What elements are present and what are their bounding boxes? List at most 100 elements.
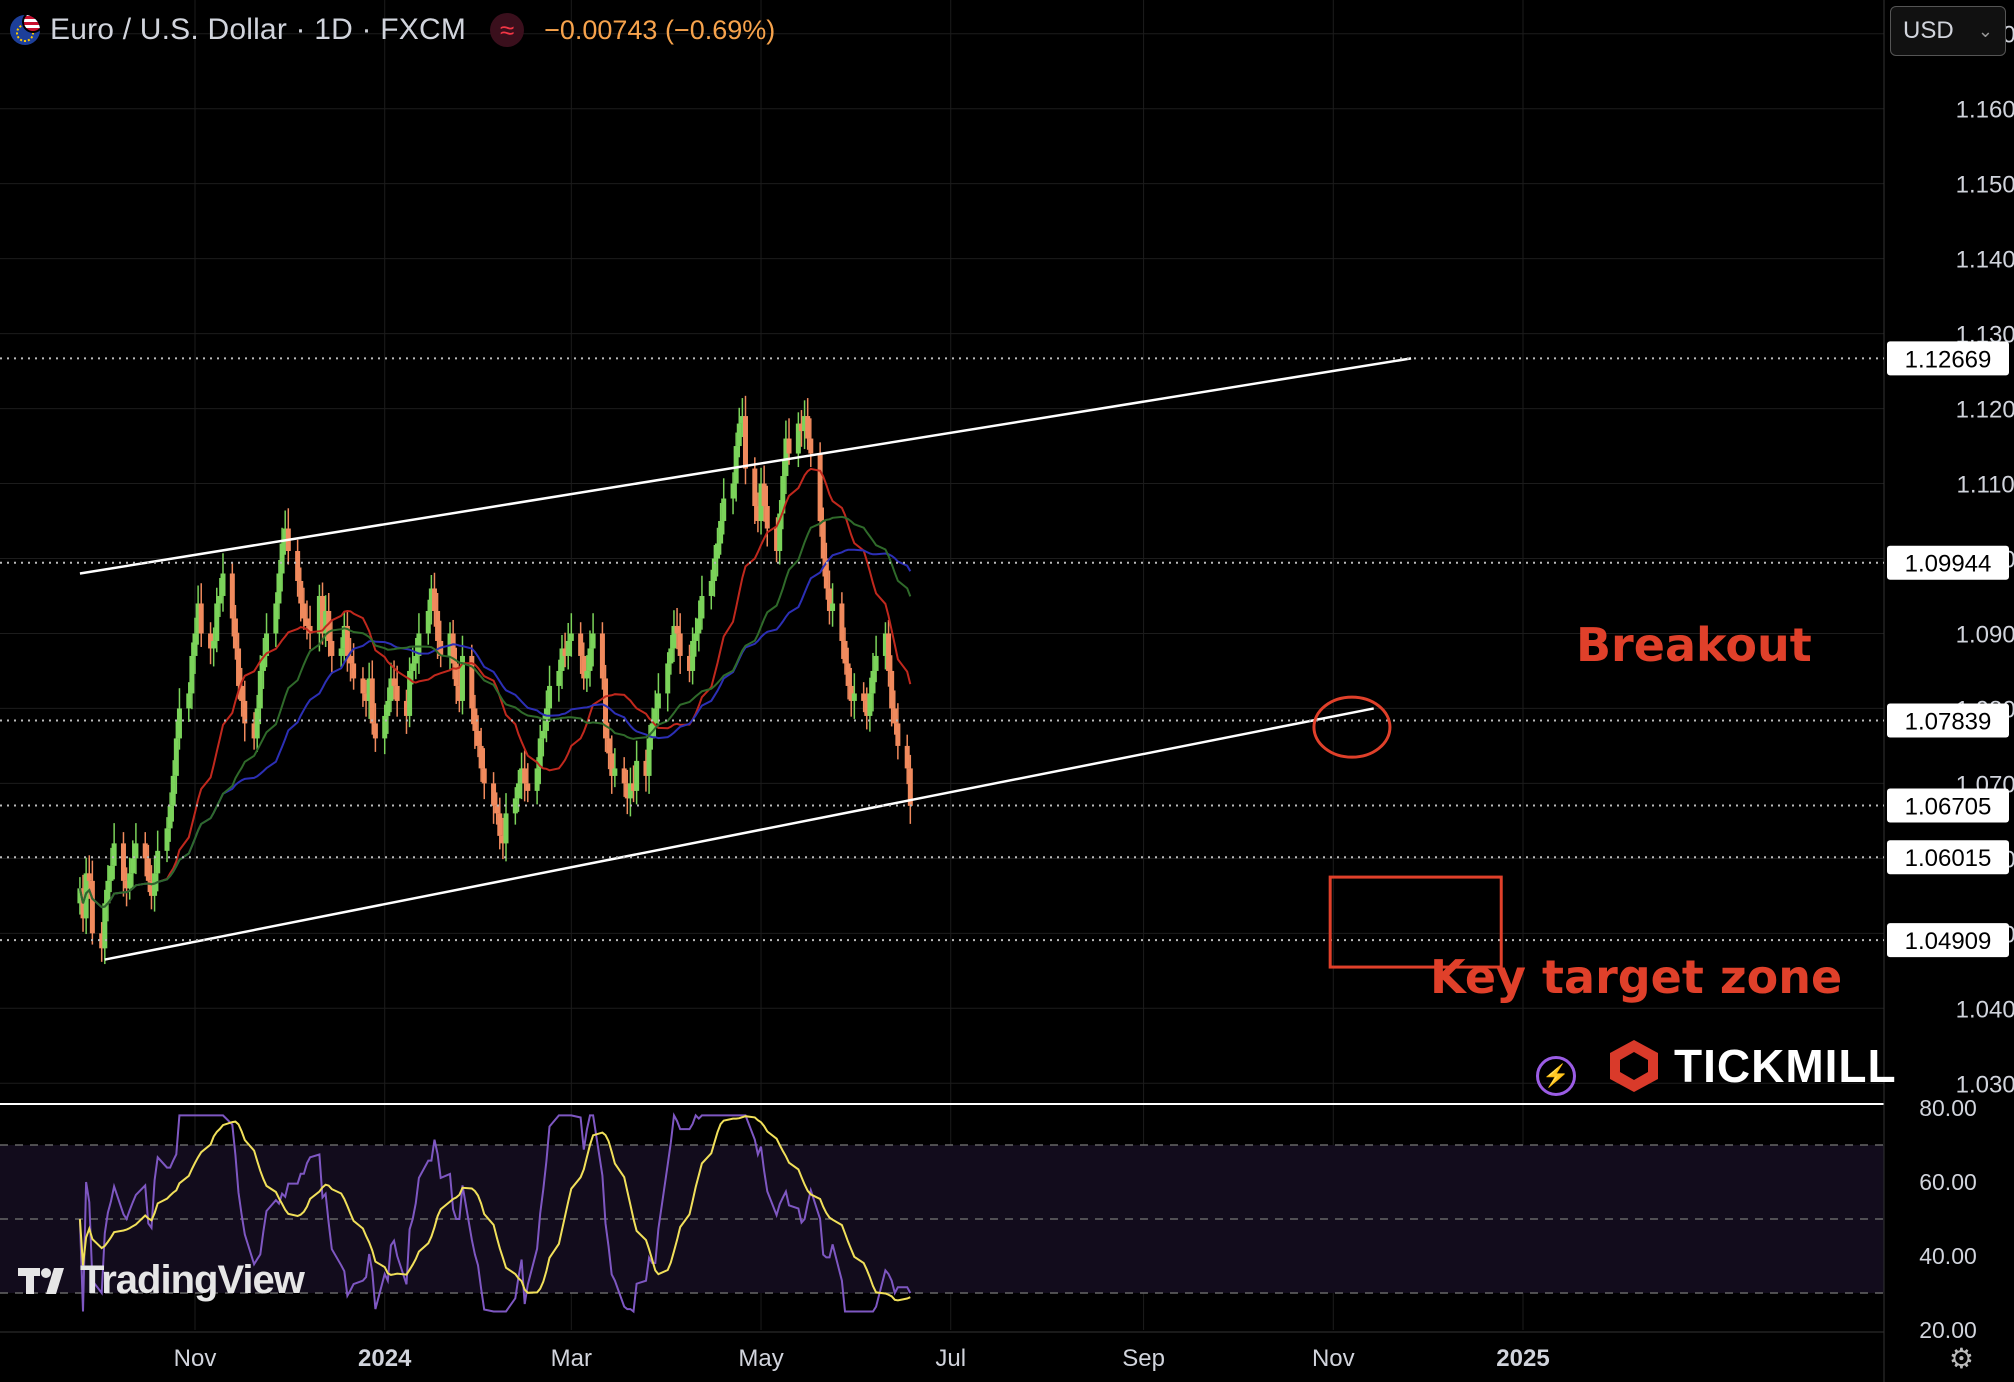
price-change: −0.00743 (−0.69%): [544, 14, 776, 45]
level-label: 1.09944: [1905, 551, 1992, 578]
candle-body: [142, 843, 148, 859]
candle-body: [886, 633, 892, 671]
candle-body: [257, 670, 263, 709]
candle-body: [624, 783, 630, 799]
candle-body: [774, 528, 780, 551]
candle-body: [845, 663, 851, 686]
candle-body: [469, 655, 475, 709]
channel-lower-line: [104, 707, 1374, 961]
candle-body: [631, 783, 637, 791]
candle-body: [808, 438, 814, 454]
candle-body: [130, 858, 136, 874]
lightning-icon[interactable]: ⚡: [1536, 1056, 1576, 1096]
price-tick-label: 1.14000: [1956, 247, 2014, 274]
candle-body: [540, 730, 546, 739]
candle-body: [211, 640, 217, 649]
candle-body: [236, 648, 242, 686]
candle-body: [329, 640, 335, 656]
candle-body: [525, 783, 531, 791]
symbol-title[interactable]: Euro / U.S. Dollar · 1D · FXCM: [50, 13, 467, 46]
price-tick-label: 1.09000: [1956, 621, 2014, 648]
candle-body: [851, 693, 857, 701]
candle-body: [478, 745, 484, 769]
candle-body: [295, 551, 301, 581]
candle-body: [861, 693, 867, 701]
candle-body: [282, 528, 288, 544]
wave-icon[interactable]: ≈: [490, 13, 525, 47]
candle-body: [475, 730, 481, 746]
currency-selector[interactable]: USD ⌄: [1890, 6, 2006, 56]
time-tick-label: May: [738, 1345, 783, 1372]
candle-body: [301, 603, 307, 619]
candle-body: [780, 476, 786, 514]
candle-body: [481, 768, 487, 784]
candle-body: [848, 685, 854, 701]
candle-body: [699, 595, 705, 619]
candle-body: [366, 678, 372, 701]
level-label: 1.06705: [1905, 794, 1992, 821]
candle-body: [736, 423, 742, 447]
target-zone-annotation: Key target zone: [1430, 950, 1843, 1004]
candle-body: [599, 633, 605, 679]
candle-body: [320, 595, 326, 634]
rsi-tick-label: 40.00: [1919, 1243, 1977, 1269]
moving-average-line: [78, 515, 912, 909]
candle-body: [500, 835, 506, 844]
candle-body: [590, 633, 596, 649]
candle-body: [273, 603, 279, 634]
candle-body: [459, 655, 465, 701]
candle-body: [382, 715, 388, 739]
candle-body: [251, 723, 257, 739]
candle-body: [519, 768, 525, 784]
candle-body: [646, 738, 652, 776]
candle-body: [668, 648, 674, 664]
tickmill-logo: TICKMILL: [1608, 1038, 1897, 1094]
candle-body: [503, 813, 509, 844]
gear-icon[interactable]: ⚙: [1948, 1343, 1974, 1374]
candle-body: [718, 521, 724, 544]
level-label-box: [1887, 341, 2009, 376]
candle-body: [276, 573, 282, 604]
candle-body: [556, 670, 562, 686]
candle-body: [428, 588, 434, 611]
candle-body: [133, 843, 139, 859]
candle-body: [497, 813, 503, 836]
candle-body: [385, 700, 391, 716]
level-label-box: [1887, 840, 2009, 875]
candle-body: [565, 640, 571, 656]
candle-body: [407, 670, 413, 716]
candle-body: [652, 708, 658, 724]
candle-body: [798, 423, 804, 432]
candle-body: [316, 595, 322, 634]
candle-body: [547, 685, 553, 709]
candle-body: [413, 655, 419, 664]
candle-body: [105, 880, 111, 904]
level-label-box: [1887, 545, 2009, 580]
candle-body: [453, 663, 459, 686]
candle-body: [145, 858, 151, 881]
tradingview-logo[interactable]: TradingView: [16, 1258, 305, 1303]
candle-body: [693, 633, 699, 641]
candle-body: [882, 633, 888, 656]
level-label: 1.12669: [1905, 346, 1992, 373]
candle-body: [842, 640, 848, 664]
candle-body: [124, 880, 130, 889]
candle-body: [711, 558, 717, 581]
candle-body: [195, 603, 201, 634]
candle-body: [730, 483, 736, 499]
candle-body: [578, 633, 584, 656]
candle-body: [170, 775, 176, 806]
chart-header: Euro / U.S. Dollar · 1D · FXCM ≈ −0.0074…: [10, 10, 775, 50]
candle-body: [786, 438, 792, 454]
moving-average-line: [78, 548, 912, 909]
candle-body: [892, 708, 898, 724]
candle-body: [867, 693, 873, 716]
candle-body: [214, 603, 220, 641]
candle-body: [217, 595, 223, 604]
candle-body: [634, 760, 640, 791]
candle-body: [687, 655, 693, 671]
candle-body: [864, 700, 870, 716]
rsi-band-fill: [0, 1145, 1884, 1293]
candle-body: [260, 655, 266, 671]
